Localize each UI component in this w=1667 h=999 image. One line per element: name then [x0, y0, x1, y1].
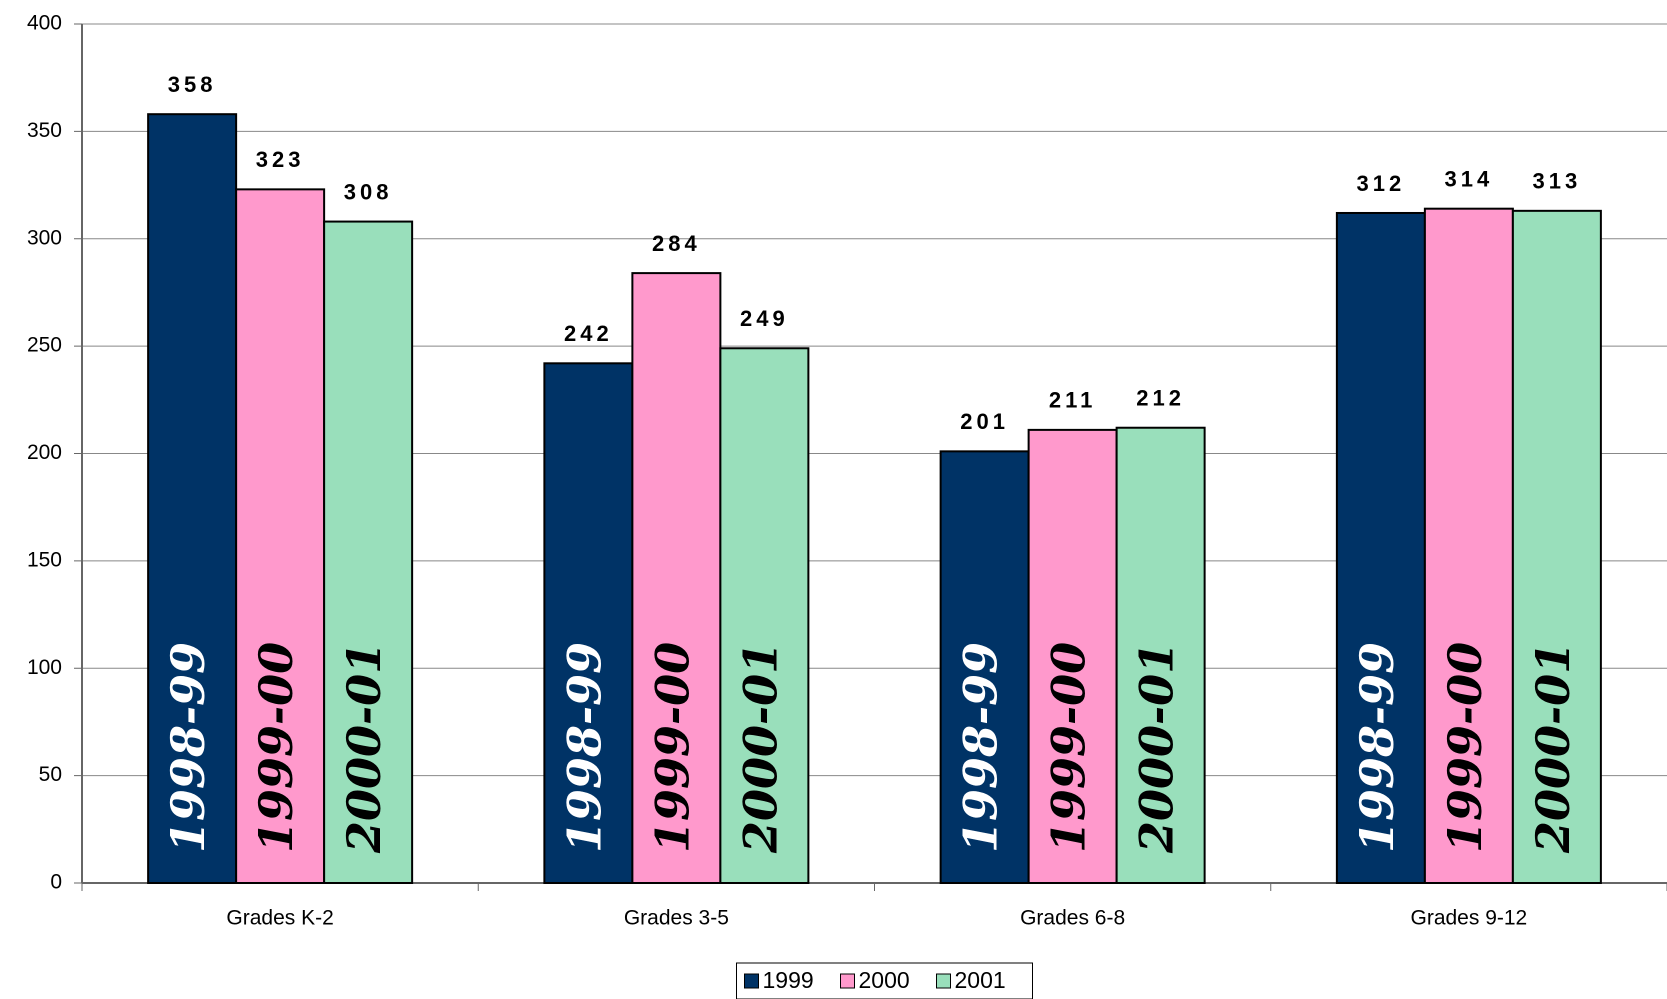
- value-label: 314: [1445, 166, 1494, 191]
- bar: [1027, 428, 1118, 884]
- x-tick-label: Grades 6-8: [1020, 907, 1125, 930]
- x-tick-label: Grades 9-12: [1411, 907, 1528, 930]
- bar: [1511, 209, 1602, 884]
- legend-label: 2000: [859, 967, 910, 993]
- bar-text: 1998-99: [161, 642, 215, 853]
- x-tick-label: Grades 3-5: [624, 907, 729, 930]
- bar-text: 1998-99: [1350, 642, 1404, 853]
- bar-text: 2000-01: [337, 642, 391, 854]
- y-tick-label: 0: [50, 871, 62, 894]
- y-tick-label: 100: [27, 656, 62, 679]
- bar: [543, 362, 634, 884]
- y-tick-label: 250: [27, 334, 62, 357]
- value-label: 212: [1136, 386, 1185, 411]
- y-tick-label: 150: [27, 548, 62, 571]
- y-tick-label: 300: [27, 226, 62, 249]
- legend-label: 1999: [763, 967, 814, 993]
- bar: [1423, 207, 1514, 884]
- y-tick-label: 400: [27, 12, 62, 35]
- value-label: 249: [740, 306, 789, 331]
- bar: [719, 347, 810, 884]
- bar: [939, 450, 1030, 884]
- legend-swatch: [936, 973, 951, 989]
- bar-text: 2000-01: [1526, 642, 1580, 854]
- bar: [323, 220, 414, 884]
- value-label: 284: [652, 231, 701, 256]
- bar-text: 2000-01: [1130, 642, 1184, 854]
- bar-text: 1998-99: [954, 642, 1008, 853]
- x-tick-label: Grades K-2: [226, 907, 333, 930]
- value-label: 201: [960, 409, 1009, 434]
- bar: [147, 113, 238, 884]
- value-label: 323: [256, 147, 305, 172]
- y-tick-label: 200: [27, 441, 62, 464]
- value-label: 313: [1533, 169, 1582, 194]
- legend-swatch: [744, 973, 759, 989]
- y-tick-label: 350: [27, 119, 62, 142]
- legend-label: 2001: [955, 967, 1006, 993]
- bar-text: 1998-99: [557, 642, 611, 853]
- value-label: 211: [1049, 388, 1097, 413]
- value-label: 308: [344, 179, 393, 204]
- bar-text: 1999-00: [1438, 642, 1492, 853]
- bar-text: 1999-00: [645, 642, 699, 853]
- legend-swatch: [840, 973, 855, 989]
- bar-text: 2000-01: [733, 642, 787, 854]
- bar: [1115, 426, 1206, 884]
- bar: [1335, 211, 1426, 885]
- value-label: 358: [168, 72, 217, 97]
- value-label: 242: [564, 321, 613, 346]
- legend-box: [736, 962, 1033, 999]
- bar-text: 1999-00: [249, 642, 303, 853]
- bar: [235, 188, 326, 885]
- bar-text: 1999-00: [1042, 642, 1096, 853]
- y-tick-label: 50: [39, 763, 62, 786]
- value-label: 312: [1357, 171, 1406, 196]
